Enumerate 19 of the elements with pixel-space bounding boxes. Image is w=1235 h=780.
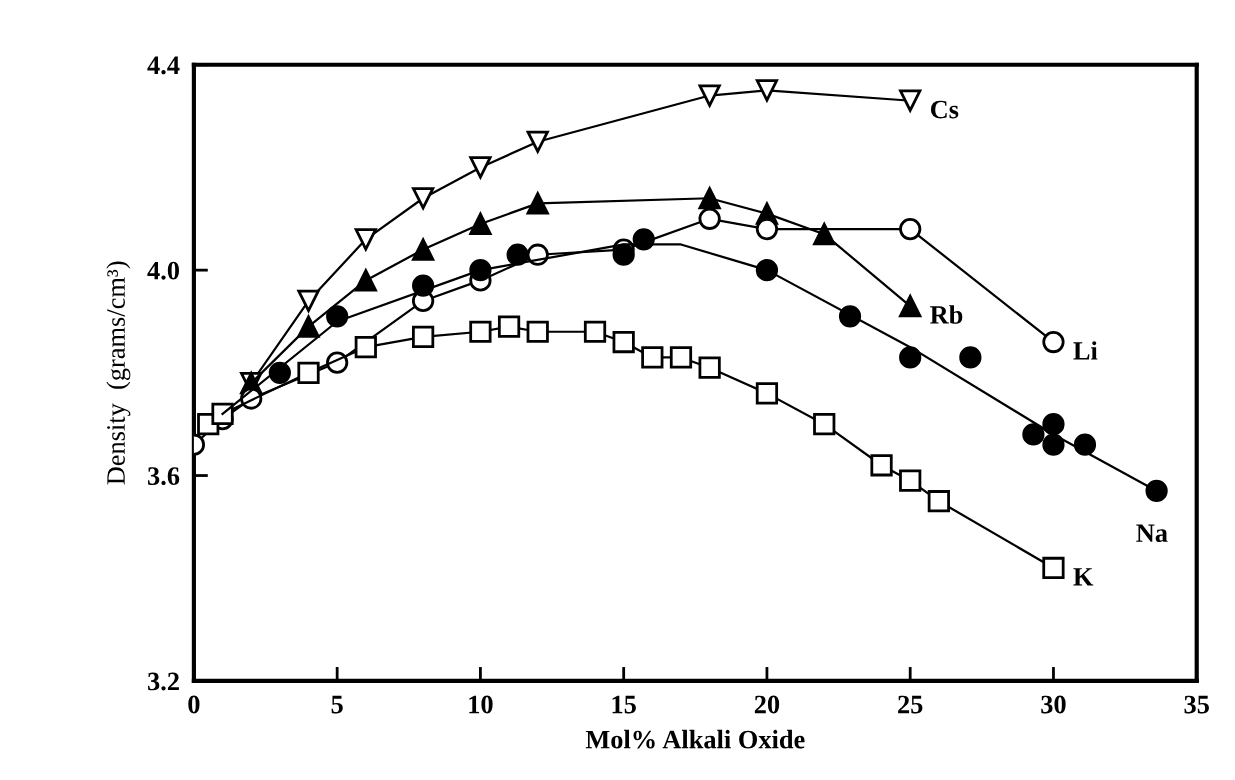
x-tick-label: 20 [754, 695, 780, 714]
x-tick-label: 35 [1184, 695, 1209, 714]
y-axis-title: Density (grams/cm³) [106, 261, 131, 485]
x-tick-label: 25 [898, 695, 923, 714]
x-tick-label: 5 [331, 695, 343, 714]
x-axis-title: Mol% Alkali Oxide [585, 729, 805, 749]
series-label: Li [1073, 341, 1098, 360]
y-tick-label: 3.2 [148, 672, 179, 691]
x-tick-label: 15 [612, 695, 636, 714]
y-tick-label: 4.0 [147, 261, 179, 280]
series-label: Na [1136, 524, 1168, 542]
y-tick-label: 3.6 [148, 467, 180, 486]
series-label: Cs [930, 100, 959, 119]
y-tick-label: 4.4 [147, 56, 180, 75]
x-tick-label: 30 [1041, 695, 1066, 714]
x-tick-label: 0 [188, 695, 200, 714]
x-tick-label: 10 [469, 695, 493, 714]
series-label: K [1073, 568, 1094, 586]
series-label: Rb [930, 305, 963, 324]
